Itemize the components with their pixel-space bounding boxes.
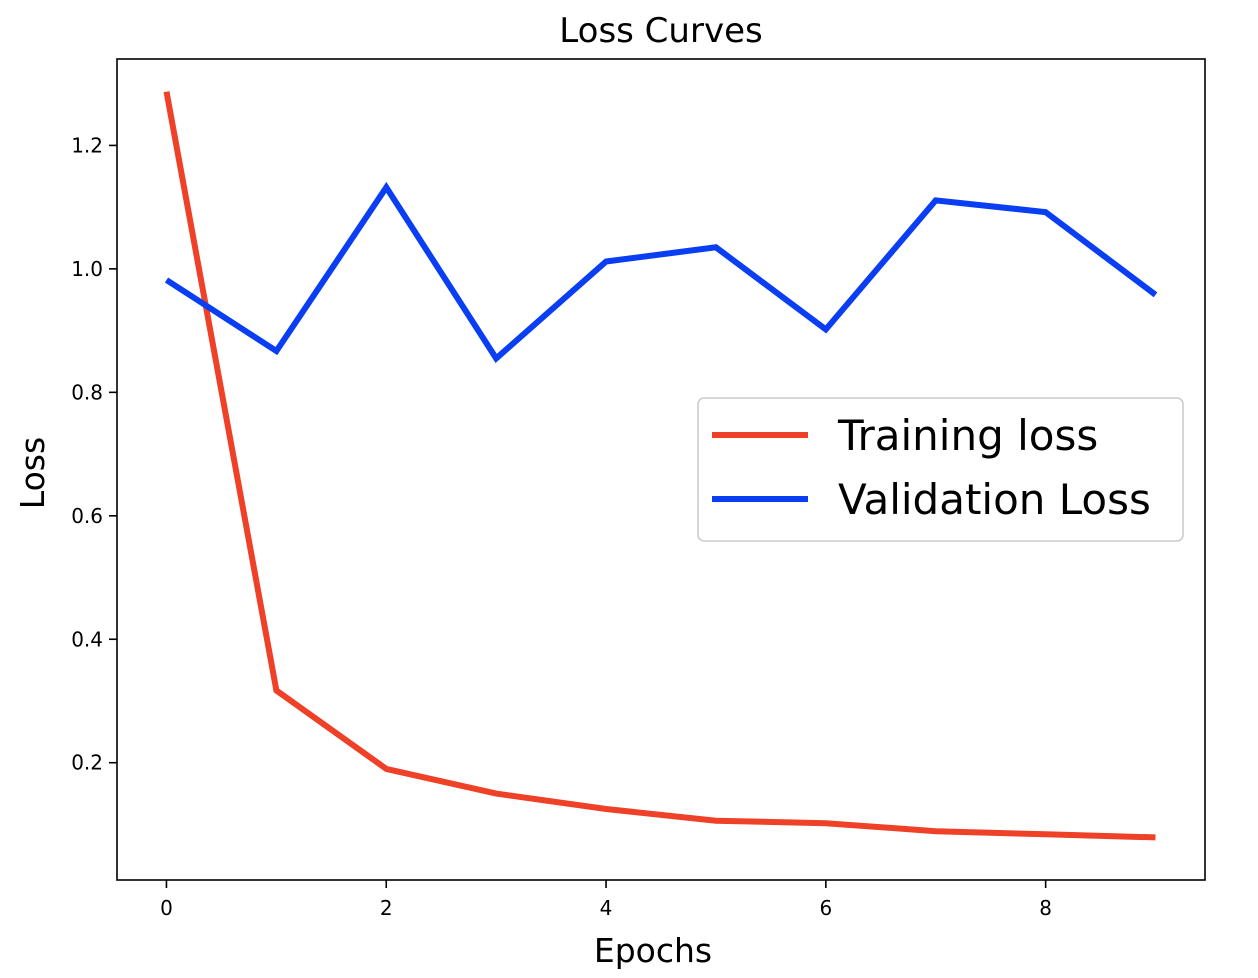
y-tick-label: 0.4 (71, 627, 103, 651)
x-tick-label: 8 (1039, 896, 1052, 920)
x-axis-label: Epochs (594, 931, 712, 970)
x-tick-label: 4 (600, 896, 613, 920)
y-tick-label: 1.0 (71, 257, 103, 281)
series-line-validation-loss (164, 181, 1158, 363)
x-tick-label: 6 (819, 896, 832, 920)
x-tick-label: 2 (380, 896, 393, 920)
x-tick-label: 0 (160, 896, 173, 920)
y-tick-label: 0.2 (71, 751, 103, 775)
legend: Training loss Validation Loss (697, 397, 1184, 542)
legend-label-training-loss: Training loss (837, 411, 1098, 460)
y-tick-label: 0.6 (71, 504, 103, 528)
y-axis-label: Loss (13, 437, 52, 509)
chart-title: Loss Curves (559, 11, 762, 51)
plot-area: 0 2 4 6 8 0.2 0.4 0.6 0.8 1.0 1.2 (71, 58, 1206, 920)
axes-frame (116, 58, 1206, 881)
y-tick-label: 0.8 (71, 380, 103, 404)
y-tick-label: 1.2 (71, 133, 103, 157)
legend-box (697, 397, 1184, 542)
series-line-training-loss (163, 91, 1156, 841)
legend-label-validation-loss: Validation Loss (838, 475, 1151, 524)
